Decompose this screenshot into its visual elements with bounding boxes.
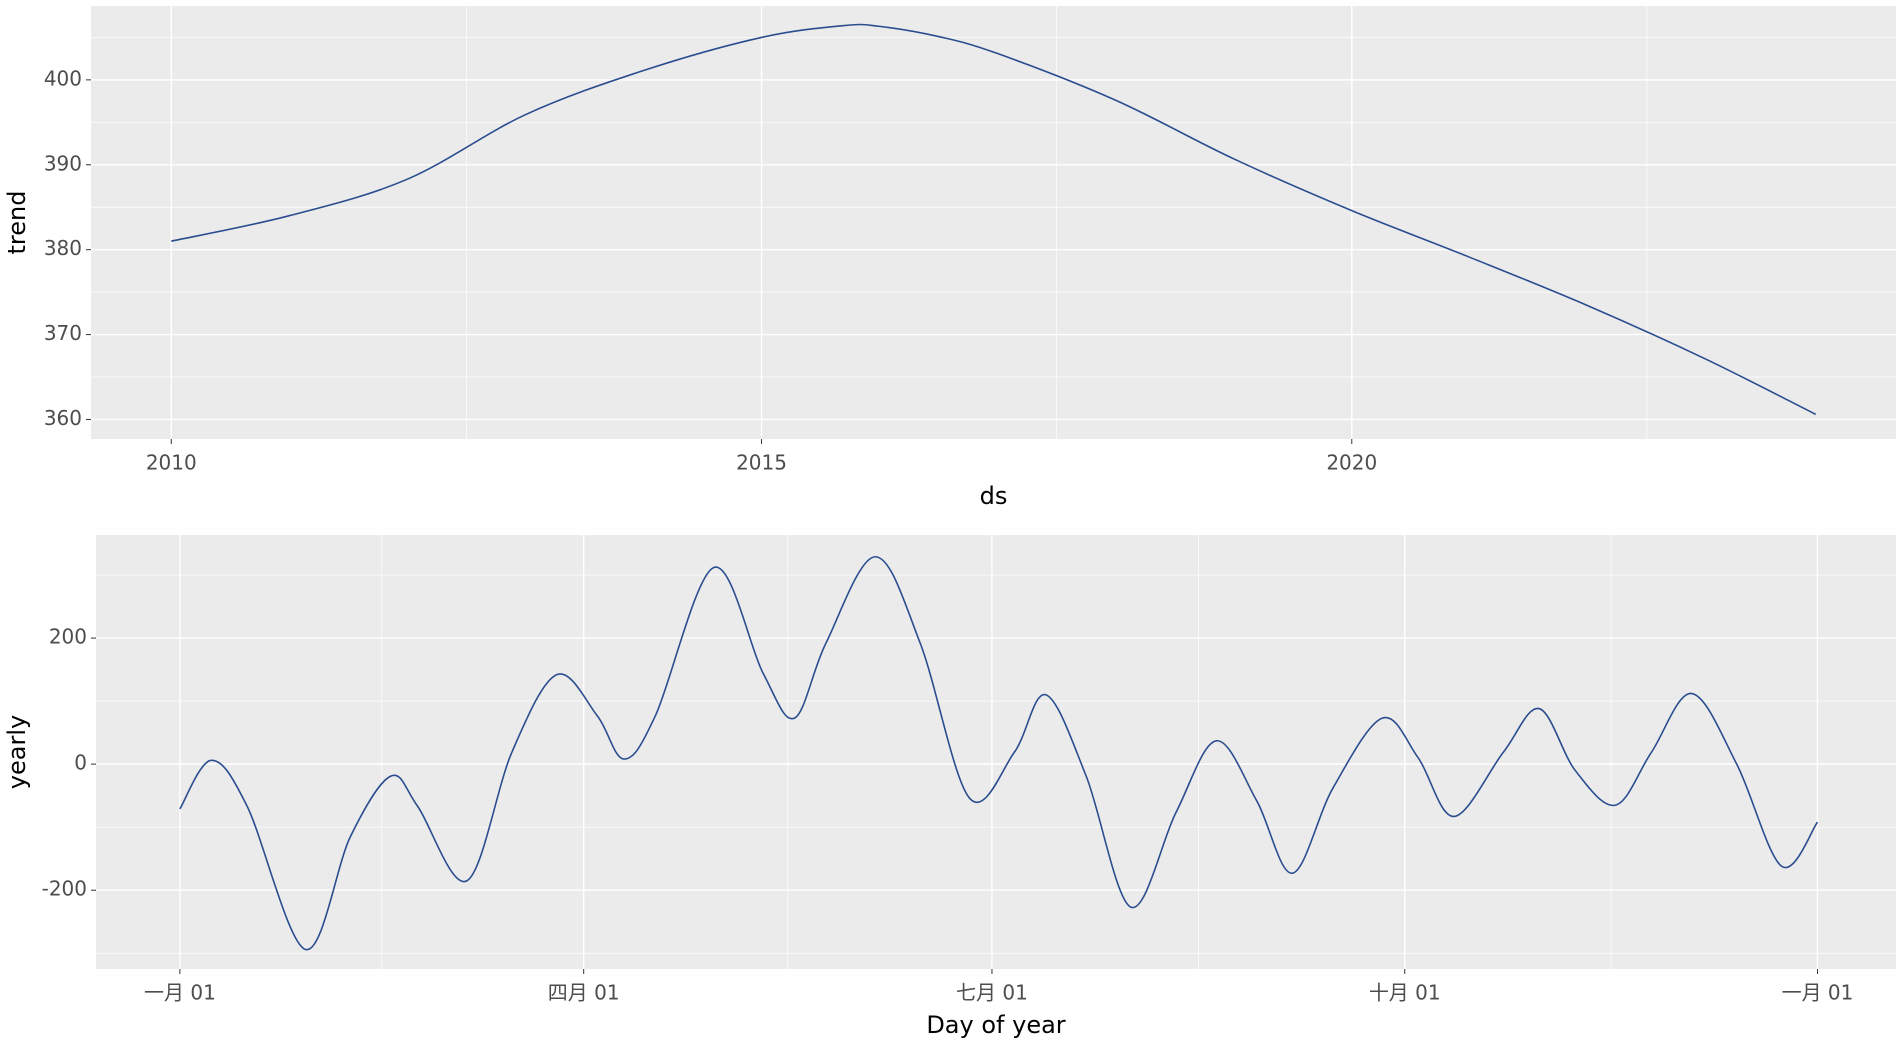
y-tick-label: 0 — [74, 751, 87, 775]
panel-background — [96, 535, 1896, 969]
line — [179, 555, 1819, 951]
y-tick-label: 200 — [49, 625, 87, 649]
panel-background — [91, 6, 1896, 439]
x-axis-title: Day of year — [926, 1011, 1065, 1039]
x-tick-label: 2015 — [736, 451, 787, 475]
y-axis-title: yearly — [3, 715, 31, 789]
x-tick-label: 四月 01 — [548, 981, 620, 1005]
x-tick-label: 一月 01 — [1782, 981, 1854, 1005]
y-tick-label: 360 — [44, 406, 82, 430]
y-tick-label: 380 — [44, 236, 82, 260]
x-tick-label: 一月 01 — [144, 981, 216, 1005]
y-tick-label: -200 — [42, 877, 87, 901]
x-axis-title: ds — [980, 482, 1008, 510]
y-tick-label: 400 — [44, 66, 82, 90]
x-tick-label: 七月 01 — [956, 981, 1028, 1005]
y-tick-label: 370 — [44, 321, 82, 345]
x-tick-label: 2020 — [1326, 451, 1377, 475]
x-tick-label: 2010 — [146, 451, 197, 475]
y-tick-label: 390 — [44, 151, 82, 175]
y-axis-title: trend — [3, 191, 31, 255]
line — [171, 23, 1817, 416]
x-tick-label: 十月 01 — [1369, 981, 1441, 1005]
